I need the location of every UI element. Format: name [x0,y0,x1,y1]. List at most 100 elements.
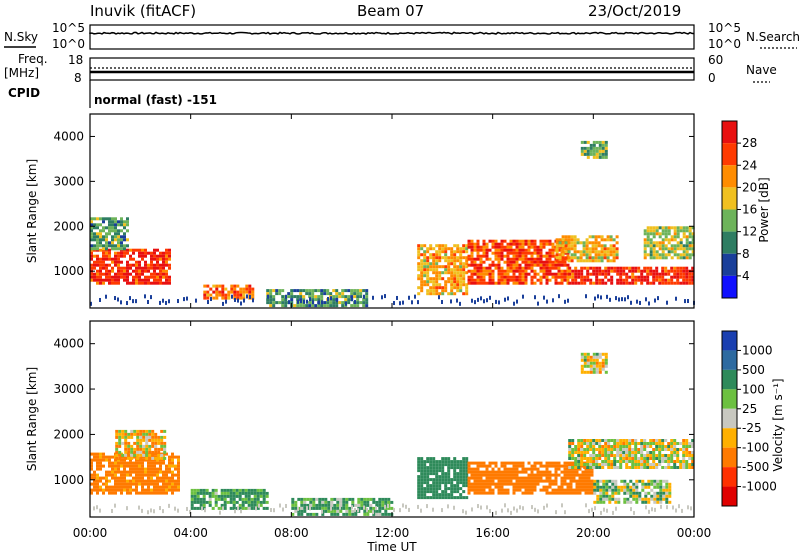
data-cell [336,297,338,302]
data-cell [560,470,564,474]
data-cell [360,503,364,507]
data-cell [111,470,114,474]
data-cell [566,263,570,267]
data-cell [214,503,218,507]
data-cell [591,259,595,263]
data-cell [576,238,580,242]
data-cell [664,229,668,233]
data-cell [459,466,463,470]
data-cell [638,479,642,483]
data-cell [93,235,96,239]
data-cell [500,254,504,258]
data-cell [554,461,558,465]
data-cell [335,301,339,305]
data-cell [456,271,460,275]
data-cell [133,450,137,454]
data-cell [515,482,519,486]
data-cell [114,461,117,465]
data-cell [557,485,561,489]
data-cell [573,250,577,254]
data-cell [634,266,638,270]
data-cell [524,485,528,489]
data-cell [658,272,662,276]
data-cell [569,473,573,477]
data-cell [417,244,421,248]
data-cell [462,265,466,269]
data-cell [102,488,105,492]
data-cell [114,232,117,236]
data-cell [299,295,303,299]
data-cell [129,272,132,276]
data-cell [429,286,433,290]
data-cell [218,290,222,294]
data-cell [580,463,584,466]
data-cell [649,266,653,270]
data-cell [338,301,342,305]
data-cell [123,254,126,258]
data-cell [625,460,629,463]
data-cell [495,299,497,304]
data-cell [450,299,452,304]
data-cell [548,491,552,495]
data-cell [595,358,599,362]
data-cell [365,295,369,299]
data-cell [584,467,588,471]
data-cell [330,506,332,511]
data-cell [670,448,674,451]
data-cell [217,497,221,501]
data-cell [470,260,474,264]
data-cell [555,259,559,263]
data-cell [619,463,623,466]
data-cell [123,266,126,270]
data-cell [426,466,430,470]
data-cell [494,257,498,261]
data-cell [432,259,436,263]
data-cell [351,509,355,513]
data-cell [420,472,424,476]
data-cell [619,272,623,276]
data-cell [293,304,297,308]
data-cell [670,250,674,254]
data-cell [174,506,176,511]
data-cell [604,460,608,463]
data-cell [150,479,153,483]
data-cell [222,506,224,511]
data-cell [290,298,294,302]
data-cell [435,280,439,284]
data-cell [432,289,436,293]
data-cell [536,278,540,282]
data-cell [630,300,632,305]
data-cell [581,488,585,492]
data-cell [521,479,525,483]
data-cell [608,494,612,498]
data-cell [117,241,120,245]
data-cell [144,488,147,492]
data-cell [679,442,683,445]
data-cell [634,445,638,448]
data-cell [615,256,619,260]
data-cell [174,455,177,459]
data-cell [545,467,549,471]
data-cell [614,497,618,501]
data-cell [485,248,489,252]
data-cell [203,296,207,300]
data-cell [162,269,165,273]
data-cell [497,269,501,273]
data-cell [326,304,330,308]
data-cell [561,235,565,239]
data-cell [145,450,149,454]
data-cell [486,298,488,303]
data-cell [211,491,215,495]
data-cell [497,476,501,480]
data-cell [601,146,605,150]
data-cell [229,506,233,510]
data-cell [441,289,445,293]
data-cell [375,503,379,507]
data-cell [580,445,584,448]
data-cell [569,482,573,486]
data-cell [524,242,528,246]
data-cell [105,476,108,480]
data-cell [589,439,593,442]
data-cell [471,298,473,303]
data-cell [583,451,587,454]
